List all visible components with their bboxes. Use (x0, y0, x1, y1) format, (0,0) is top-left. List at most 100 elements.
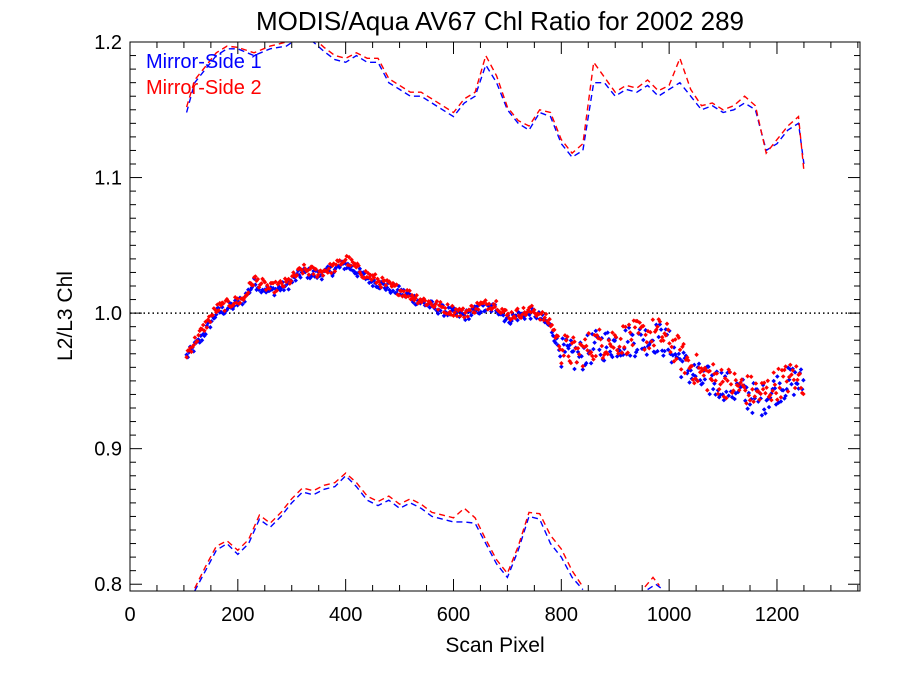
data-point (751, 399, 756, 404)
data-point (370, 283, 376, 289)
data-point (727, 369, 733, 375)
data-point (598, 352, 603, 358)
data-point (726, 393, 731, 398)
data-point (246, 290, 251, 295)
data-point (274, 288, 280, 293)
data-point (760, 386, 766, 392)
data-point (761, 407, 767, 412)
data-point (750, 387, 755, 392)
data-point (789, 372, 794, 377)
data-point (598, 337, 603, 342)
data-point (748, 374, 754, 379)
data-point (599, 343, 605, 349)
data-point (333, 262, 339, 267)
data-point (687, 380, 692, 385)
data-point (629, 337, 634, 343)
y-axis: 0.8 0.9 1.0 1.1 1.2 (94, 32, 860, 596)
data-point (785, 389, 791, 394)
data-point (669, 344, 674, 350)
data-point (745, 406, 750, 411)
data-point (795, 377, 800, 383)
data-point (593, 353, 599, 359)
y-tick-label: 1.2 (94, 32, 122, 54)
data-point (572, 339, 577, 344)
data-point (619, 350, 625, 356)
data-point (300, 271, 306, 276)
data-point (256, 287, 262, 293)
upper-envelope-line (185, 42, 805, 165)
data-point (414, 293, 419, 298)
data-point (343, 257, 348, 263)
data-point (650, 317, 656, 322)
data-point (626, 325, 632, 330)
data-point (461, 315, 467, 320)
data-point (483, 298, 488, 303)
data-point (773, 390, 779, 396)
data-point (467, 307, 473, 313)
data-point (777, 385, 782, 391)
data-point (678, 367, 684, 372)
data-point (710, 386, 716, 392)
data-point (586, 331, 591, 336)
data-point (765, 378, 771, 384)
data-point (636, 330, 641, 336)
data-point (766, 404, 772, 410)
data-point (783, 364, 788, 369)
data-point (597, 347, 602, 353)
data-point (560, 336, 565, 341)
data-point (775, 374, 780, 379)
data-point (590, 353, 595, 359)
data-point (313, 267, 319, 272)
data-point (728, 382, 734, 387)
data-point (788, 362, 793, 368)
data-point (575, 346, 581, 351)
data-point (325, 270, 331, 275)
data-point (706, 364, 711, 369)
data-point (585, 348, 590, 353)
data-point (724, 395, 729, 401)
data-point (396, 292, 402, 298)
data-point (641, 337, 646, 343)
data-point (311, 271, 316, 277)
data-point (777, 381, 782, 386)
data-point (281, 284, 287, 289)
data-point (758, 391, 763, 397)
data-point (352, 261, 358, 267)
data-point (584, 360, 589, 366)
data-point (348, 263, 353, 268)
data-point (216, 308, 221, 313)
data-point (778, 395, 784, 400)
data-point (571, 349, 576, 354)
data-point (678, 374, 684, 380)
data-point (520, 312, 525, 317)
data-point (757, 397, 762, 402)
data-point (637, 320, 642, 325)
data-point (552, 327, 557, 333)
data-point (772, 386, 778, 391)
data-point (561, 342, 567, 347)
data-point (722, 376, 728, 381)
data-point (784, 379, 790, 384)
data-point (469, 312, 474, 318)
data-point (184, 354, 189, 360)
data-point (216, 305, 221, 311)
data-point (739, 377, 744, 382)
data-point (705, 387, 710, 393)
data-point (644, 352, 650, 357)
data-point (623, 324, 628, 330)
data-point (767, 392, 773, 398)
data-point (522, 316, 527, 322)
data-point (668, 349, 673, 355)
data-point (250, 282, 256, 288)
data-point (659, 334, 665, 340)
data-point (798, 367, 804, 372)
data-point (627, 330, 633, 335)
plot-frame (129, 41, 861, 592)
data-point (537, 317, 543, 322)
data-point (656, 334, 661, 340)
data-point (460, 306, 466, 311)
data-point (693, 376, 698, 381)
data-point (294, 272, 300, 278)
data-point (701, 373, 707, 378)
data-point (272, 292, 277, 298)
